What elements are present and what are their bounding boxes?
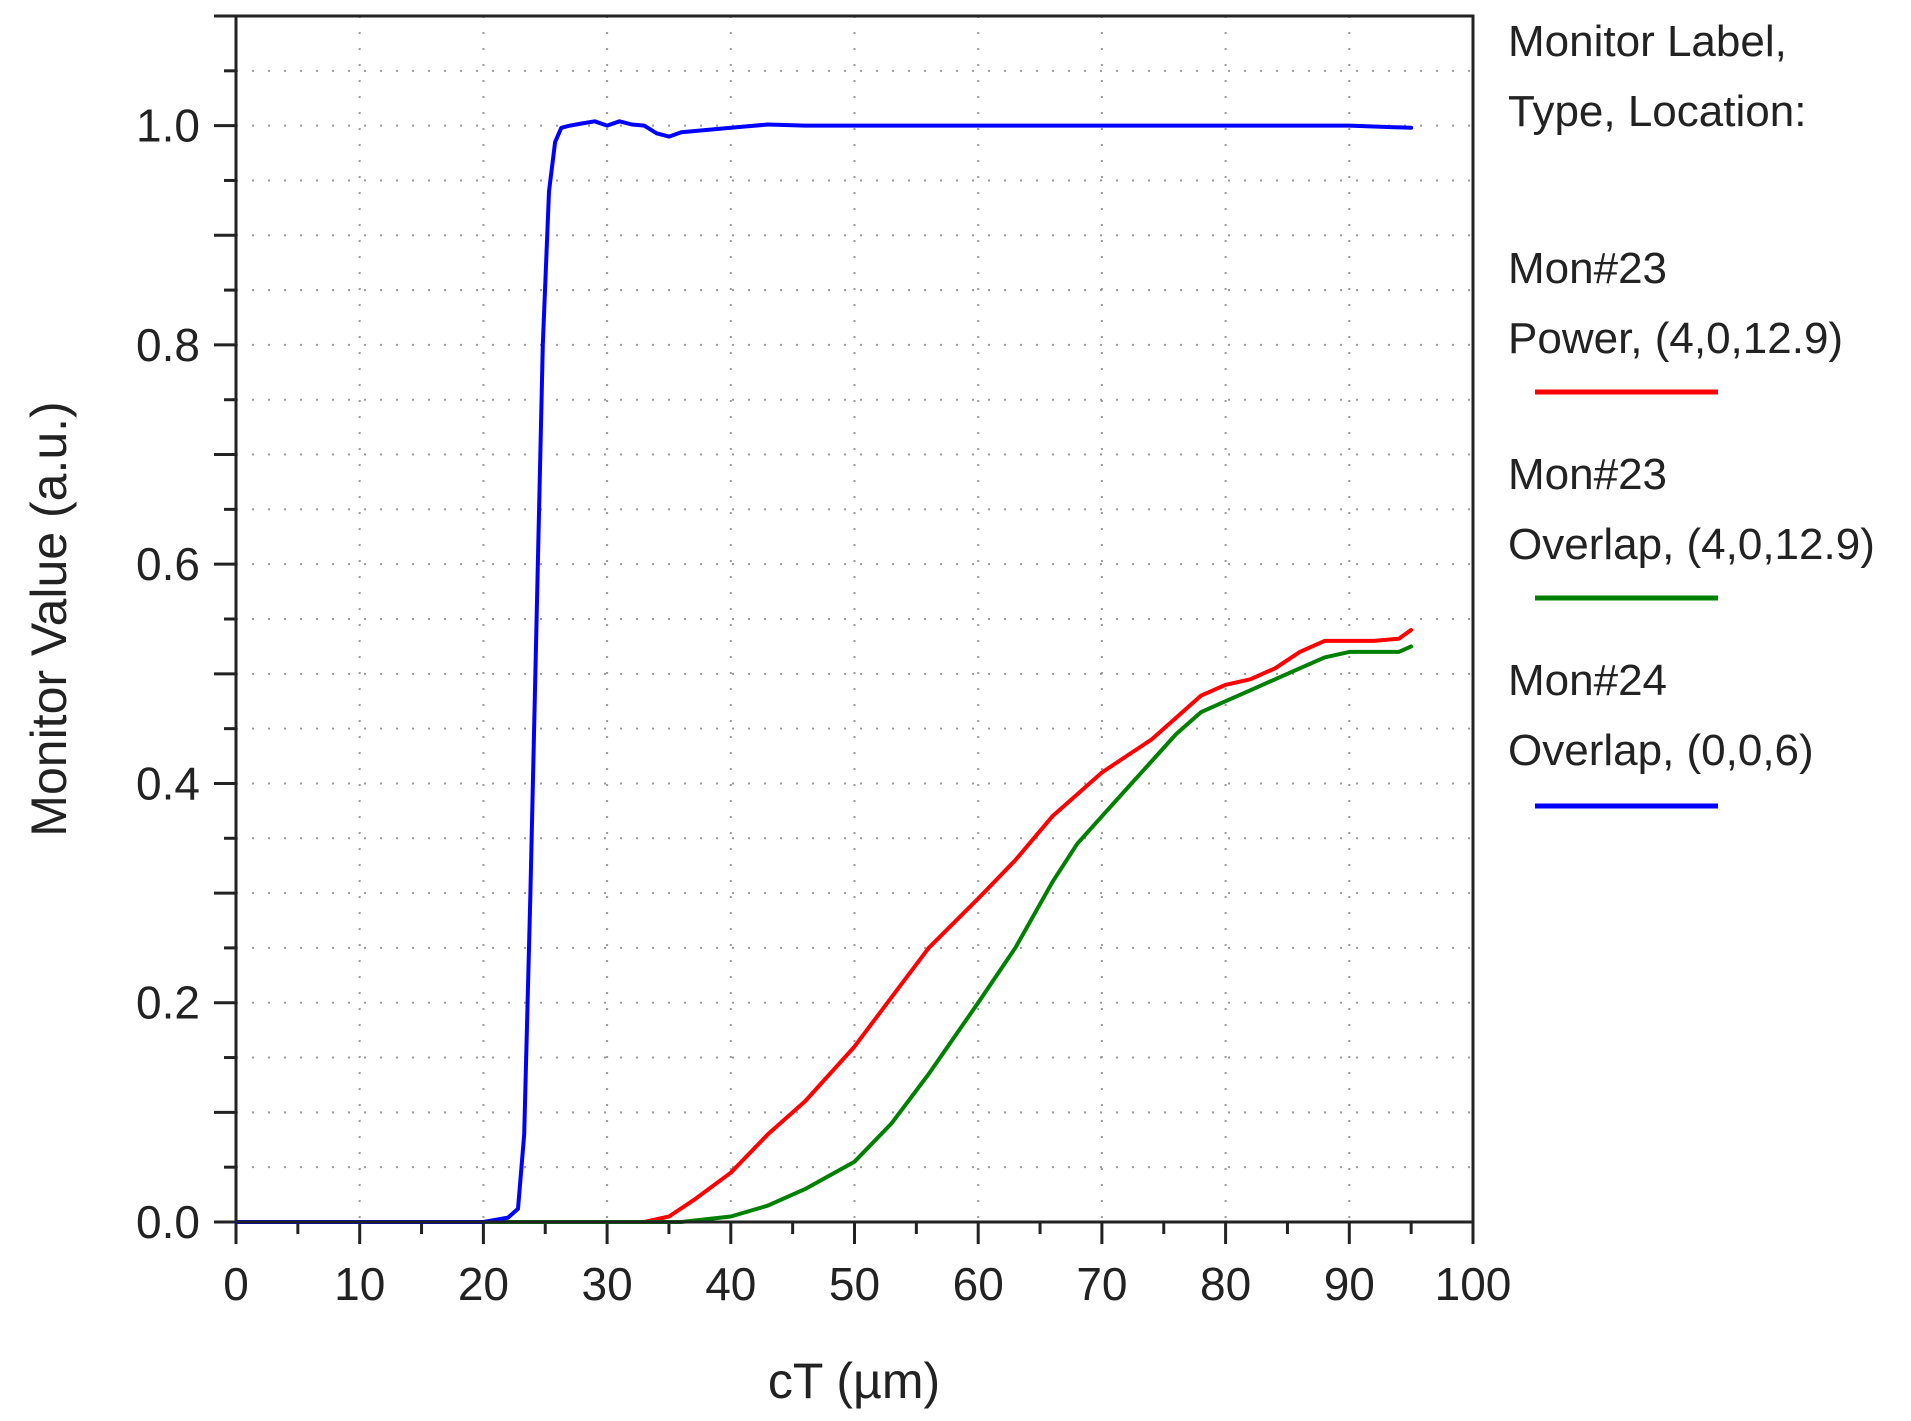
x-tick-label: 100 — [1435, 1258, 1512, 1310]
y-axis-title: Monitor Value (a.u.) — [21, 401, 77, 836]
series-layer — [234, 119, 1414, 1224]
y-tick-label: 0.8 — [136, 319, 200, 371]
x-tick-label: 20 — [458, 1258, 509, 1310]
plot-frame — [234, 14, 1475, 1224]
series-line-3 — [234, 119, 1414, 1224]
x-tick-label: 40 — [705, 1258, 756, 1310]
legend-title-line-2: Type, Location: — [1508, 87, 1806, 136]
series-line-2 — [234, 644, 1414, 1224]
x-tick-label: 70 — [1076, 1258, 1127, 1310]
x-tick-label: 90 — [1324, 1258, 1375, 1310]
x-tick-label: 80 — [1200, 1258, 1251, 1310]
y-tick-label: 1.0 — [136, 100, 200, 152]
tick-labels: 0 10 20 30 40 50 60 70 80 90 100 0.0 0.2 0.4 0.6 0.8 1.0 — [136, 100, 1511, 1310]
y-tick-label: 0.6 — [136, 538, 200, 590]
legend-title-line-1: Monitor Label, — [1508, 17, 1787, 66]
legend-entry-3-name: Mon#24 — [1508, 656, 1667, 705]
y-tick-label: 0.0 — [136, 1196, 200, 1248]
x-tick-label: 10 — [334, 1258, 385, 1310]
x-tick-label: 0 — [223, 1258, 249, 1310]
y-tick-label: 0.4 — [136, 757, 200, 809]
x-axis-title: cT (µm) — [768, 1353, 940, 1409]
legend-entry-1-desc: Power, (4,0,12.9) — [1508, 314, 1843, 363]
legend-entry-2-name: Mon#23 — [1508, 450, 1667, 499]
legend: Monitor Label, Type, Location: Mon#23 Po… — [1508, 17, 1875, 809]
legend-entry-3-desc: Overlap, (0,0,6) — [1508, 726, 1814, 775]
legend-entry-1-name: Mon#23 — [1508, 244, 1667, 293]
x-tick-label: 30 — [582, 1258, 633, 1310]
x-tick-label: 50 — [829, 1258, 880, 1310]
legend-entry-2-desc: Overlap, (4,0,12.9) — [1508, 520, 1875, 569]
grid — [236, 16, 1473, 1222]
series-line-1 — [234, 628, 1414, 1224]
y-tick-label: 0.2 — [136, 977, 200, 1029]
x-tick-label: 60 — [953, 1258, 1004, 1310]
